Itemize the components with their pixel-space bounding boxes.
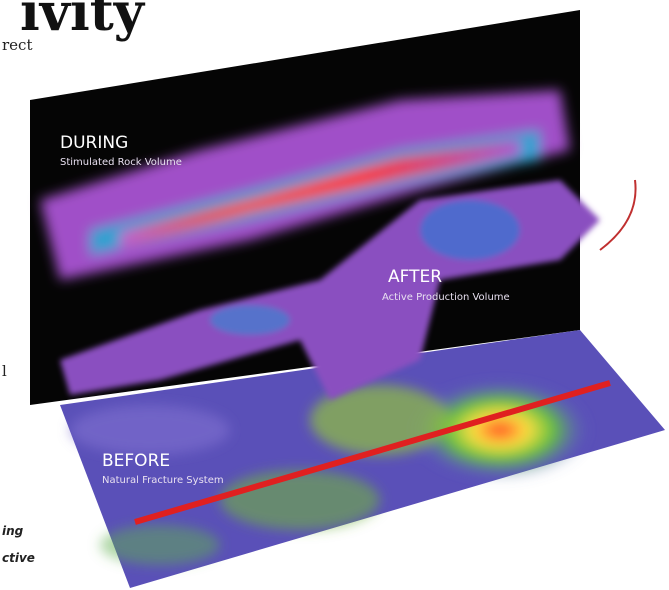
caption-fragment: ctive <box>2 551 35 565</box>
caption-fragment: ing <box>2 524 24 538</box>
after-cloud <box>60 180 600 400</box>
title-fragment: ivity <box>20 0 146 43</box>
during-cloud <box>40 90 570 280</box>
well-head <box>599 179 637 251</box>
well-path <box>134 380 611 525</box>
after-title: AFTER <box>388 267 442 287</box>
before-subtitle: Natural Fracture System <box>102 475 224 486</box>
during-subtitle: Stimulated Rock Volume <box>60 157 182 168</box>
before-title: BEFORE <box>102 451 170 471</box>
after-subtitle: Active Production Volume <box>382 292 510 303</box>
during-title: DURING <box>60 133 128 153</box>
side-text: rect <box>2 36 32 54</box>
side-text: l <box>2 362 7 380</box>
